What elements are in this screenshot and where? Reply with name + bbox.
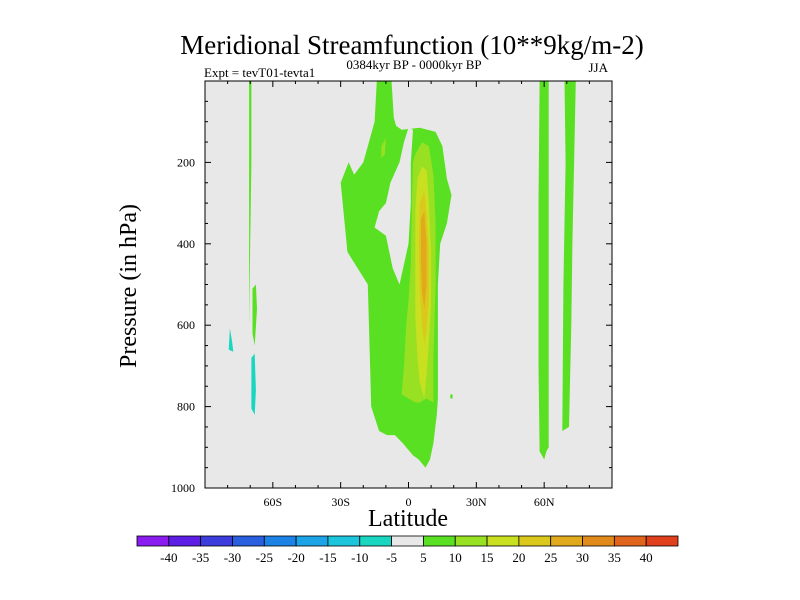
colorbar-swatch (295, 535, 329, 547)
colorbar-label: -20 (287, 550, 304, 565)
contour-3--10-to--5 (251, 353, 256, 415)
colorbar-label: 5 (420, 550, 427, 565)
colorbar-swatch (486, 535, 520, 547)
y-tick-label: 1000 (171, 481, 195, 495)
x-tick-label: 30N (466, 495, 487, 509)
contour-13-5-to-10 (562, 81, 576, 431)
colorbar-swatch (391, 535, 424, 547)
plot-area: 60S 30S 0 30N 60N 200 400 600 800 1000 (171, 80, 613, 509)
y-tick-label: 800 (177, 400, 195, 414)
colorbar-swatch (359, 535, 392, 547)
colorbar-label: 25 (544, 550, 557, 565)
contour-2--10-to--5 (228, 328, 234, 352)
colorbar: -40 -35 -30 -25 -20 -15 -10 -5 5 10 15 20 25 30 35 40 (136, 535, 679, 565)
colorbar-label: 30 (576, 550, 589, 565)
colorbar-swatch (550, 535, 583, 547)
colorbar-swatch (232, 535, 265, 547)
colorbar-label: -10 (351, 550, 368, 565)
colorbar-label: 10 (449, 550, 462, 565)
contour-layer (228, 81, 576, 468)
colorbar-label: -40 (160, 550, 177, 565)
contour-12-5-to-10 (538, 81, 549, 460)
colorbar-swatch (136, 535, 170, 547)
x-tick-label: 60S (263, 495, 282, 509)
x-tick-label: 0 (406, 495, 412, 509)
contour-1-5-to-10 (252, 284, 257, 346)
colorbar-swatch (200, 535, 233, 547)
chart-title: Meridional Streamfunction (10**9kg/m-2) (180, 30, 643, 60)
colorbar-swatch (613, 535, 647, 547)
colorbar-label: -5 (386, 550, 397, 565)
right-subtitle: JJA (588, 60, 608, 75)
contour-0-5-to-10 (249, 81, 252, 326)
colorbar-swatch (168, 535, 202, 547)
plot-frame (204, 80, 613, 489)
colorbar-label: -30 (224, 550, 241, 565)
x-tick-label: 60N (534, 495, 555, 509)
y-tick-label: 600 (177, 318, 195, 332)
y-tick-label: 200 (177, 155, 195, 169)
left-subtitle: Expt = tevT01-tevta1 (204, 65, 315, 80)
colorbar-swatch (263, 535, 297, 547)
colorbar-label: 15 (481, 550, 494, 565)
colorbar-swatch (645, 535, 679, 547)
colorbar-label: 40 (640, 550, 653, 565)
contour-7-10-to-15 (381, 138, 386, 159)
colorbar-label: 35 (608, 550, 621, 565)
center-subtitle: 0384kyr BP - 0000kyr BP (346, 57, 481, 72)
colorbar-swatch (582, 535, 615, 547)
colorbar-swatch (423, 535, 456, 547)
colorbar-swatch (454, 535, 488, 547)
colorbar-label: -25 (256, 550, 273, 565)
contour-5-0 (374, 127, 413, 285)
colorbar-label: -35 (192, 550, 209, 565)
colorbar-label: 20 (512, 550, 525, 565)
x-tick-label: 30S (331, 495, 350, 509)
contour-6-5-to-10 (450, 394, 453, 399)
contour-11-25-to-30 (420, 211, 427, 309)
axis-ticks: 60S 30S 0 30N 60N 200 400 600 800 1000 (171, 80, 613, 509)
y-tick-label: 400 (177, 237, 195, 251)
y-axis-label: Pressure (in hPa) (116, 204, 142, 368)
x-axis-label: Latitude (368, 506, 448, 532)
colorbar-swatch (518, 535, 552, 547)
colorbar-swatch (327, 535, 361, 547)
colorbar-label: -15 (319, 550, 336, 565)
